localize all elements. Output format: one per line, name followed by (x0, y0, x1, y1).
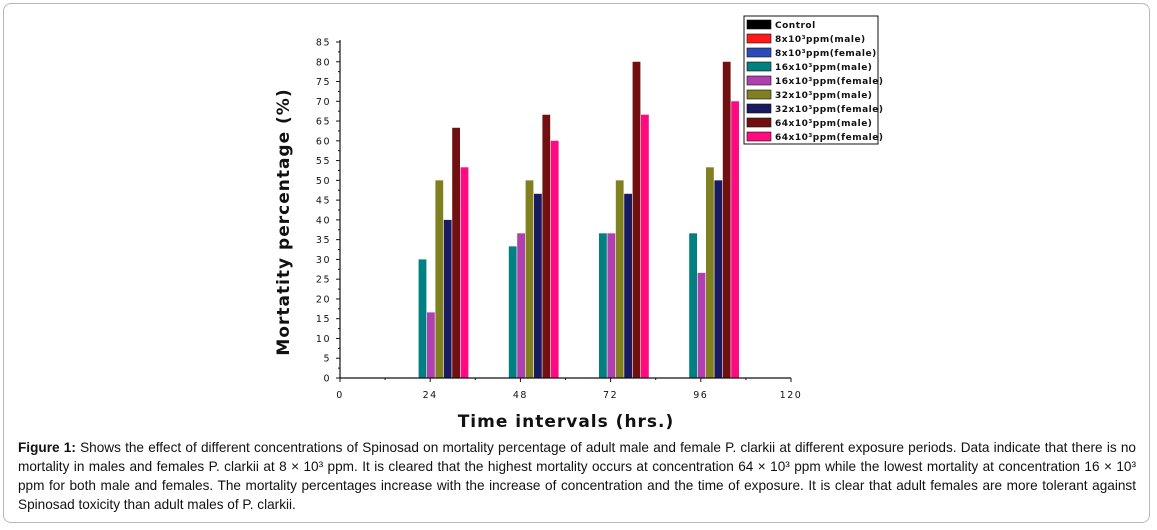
y-tick-label-35: 35 (316, 235, 331, 246)
bar-7-72 (632, 61, 641, 378)
legend-swatch-0 (746, 19, 772, 30)
bar-5-48 (525, 180, 534, 378)
bar-3-24 (418, 259, 427, 378)
bar-7-48 (542, 114, 551, 378)
legend-label-1: 8x10³ppm(male) (775, 35, 866, 45)
legend-swatch-1 (746, 33, 772, 44)
y-tick-label-65: 65 (316, 117, 331, 128)
x-tick-label-0: 0 (336, 390, 344, 401)
legend-swatch-4 (746, 75, 772, 86)
bar-4-48 (517, 233, 525, 378)
caption-text: Shows the effect of different concentrat… (18, 440, 1136, 512)
y-tick-label-40: 40 (316, 215, 331, 226)
y-tick-label-15: 15 (316, 314, 331, 325)
legend-swatch-5 (746, 89, 772, 100)
legend-swatch-6 (746, 103, 772, 114)
y-tick-label-30: 30 (316, 255, 331, 266)
x-axis-title: Time intervals (hrs.) (458, 412, 675, 432)
bar-6-24 (443, 219, 452, 378)
y-axis-title: Mortatity percentage (%) (274, 88, 294, 355)
bar-7-96 (722, 61, 731, 378)
legend-label-7: 64x10³ppm(male) (775, 119, 872, 129)
caption-label: Figure 1: (18, 440, 76, 455)
bar-5-96 (706, 167, 714, 378)
legend-label-4: 16x10³ppm(female) (775, 77, 883, 87)
y-tick-label-70: 70 (316, 97, 331, 108)
bar-8-72 (641, 114, 649, 378)
legend-swatch-2 (746, 47, 772, 58)
bar-5-72 (615, 180, 624, 378)
x-tick-label-48: 48 (513, 390, 528, 401)
bar-8-24 (460, 167, 469, 378)
chart: 0 5 10 15 20 25 30 35 40 45 50 55 60 65 70 75 80 85 0 24 48 7… (274, 15, 883, 432)
y-tick-label-55: 55 (316, 156, 331, 167)
y-tick-label-80: 80 (316, 57, 331, 68)
x-tick-label-24: 24 (423, 390, 438, 401)
legend-swatch-3 (746, 61, 772, 72)
legend-label-2: 8x10³ppm(female) (775, 49, 877, 59)
bar-4-96 (697, 272, 706, 378)
bar-3-48 (508, 246, 517, 378)
y-tick-label-5: 5 (323, 354, 331, 365)
bar-6-96 (714, 180, 723, 378)
y-tick-label-10: 10 (316, 334, 331, 345)
bar-4-24 (427, 312, 435, 378)
legend-label-6: 32x10³ppm(female) (775, 105, 883, 115)
figure-frame (3, 3, 1150, 523)
bar-3-72 (599, 233, 607, 378)
bar-6-72 (624, 193, 632, 378)
bar-5-24 (435, 180, 444, 378)
legend: Control 8x10³ppm(male) 8x10³ppm(female) 16x… (743, 15, 883, 145)
bar-8-48 (550, 140, 559, 378)
legend-label-3: 16x10³ppm(male) (775, 63, 872, 73)
y-tick-label-50: 50 (316, 176, 331, 187)
figure-caption: Figure 1: Shows the effect of different … (18, 438, 1136, 514)
y-tick-label-45: 45 (316, 196, 331, 207)
legend-label-8: 64x10³ppm(female) (775, 133, 883, 143)
y-tick-label-0: 0 (323, 374, 331, 385)
bar-4-72 (607, 233, 616, 378)
y-tick-label-25: 25 (316, 275, 331, 286)
x-tick-label-120: 120 (780, 390, 803, 401)
y-tick-label-85: 85 (316, 38, 331, 49)
legend-swatch-8 (746, 131, 772, 142)
y-tick-label-20: 20 (316, 294, 331, 305)
x-tick-label-96: 96 (693, 390, 708, 401)
legend-label-5: 32x10³ppm(male) (775, 91, 872, 101)
bar-3-96 (689, 233, 697, 378)
legend-swatch-7 (746, 117, 772, 128)
y-tick-label-75: 75 (316, 77, 331, 88)
x-tick-label-72: 72 (603, 390, 618, 401)
bar-7-24 (452, 127, 460, 378)
bar-8-96 (731, 101, 739, 378)
bar-6-48 (534, 193, 542, 378)
legend-label-0: Control (775, 21, 816, 31)
y-tick-label-60: 60 (316, 136, 331, 147)
